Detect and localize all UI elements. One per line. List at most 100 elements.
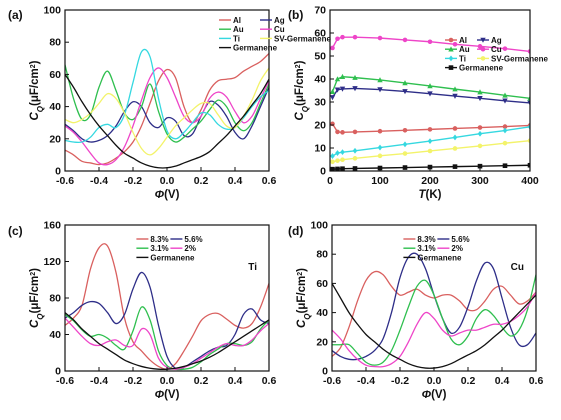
x-tick-label: 0 <box>327 175 333 187</box>
y-tick-label: 60 <box>314 28 326 40</box>
x-tick-label: -0.6 <box>56 175 74 187</box>
data-point <box>427 83 433 89</box>
legend-label: 2% <box>184 244 196 253</box>
x-tick-label: -0.2 <box>124 175 142 187</box>
data-point <box>330 45 335 51</box>
legend-item: Ti <box>445 54 466 63</box>
data-point <box>402 141 408 148</box>
y-tick-label: 40 <box>49 329 61 341</box>
x-tick-label: 0.2 <box>461 375 476 387</box>
legend-item: 8.3% <box>136 235 169 244</box>
data-point <box>402 89 408 95</box>
data-point <box>377 35 383 41</box>
panel-letter: (b) <box>288 8 303 22</box>
data-point <box>352 129 358 135</box>
data-point <box>352 166 358 171</box>
x-tick-label: -0.2 <box>391 375 409 387</box>
legend-label: 3.1% <box>150 244 168 253</box>
series-8-3- <box>332 270 536 357</box>
data-point <box>340 34 345 40</box>
legend-label: Germanene <box>233 44 278 53</box>
chart-panel-d: -0.6 -0.4 -0.2 0.0 0.2 0.4 0.6 0 20 40 60 80 100 Φ(V)… <box>288 220 543 402</box>
legend-label: Au <box>233 25 244 34</box>
data-point <box>477 89 483 95</box>
legend-item: 5.6% <box>170 235 203 244</box>
data-point <box>477 125 483 130</box>
series-line <box>332 274 536 366</box>
legend-item: Germanene <box>403 253 462 262</box>
data-point <box>335 36 340 42</box>
data-point <box>452 134 458 141</box>
legend-item: Au <box>219 25 244 34</box>
y-tick-label: 40 <box>49 101 61 113</box>
series-al <box>65 52 269 166</box>
legend-item: 2% <box>170 244 196 253</box>
data-point <box>402 127 408 133</box>
series-line <box>332 252 536 361</box>
data-point <box>402 151 408 156</box>
y-tick-label: 60 <box>49 69 61 81</box>
y-tick-label: 30 <box>314 97 326 109</box>
data-point <box>427 127 433 132</box>
data-point <box>527 162 530 168</box>
series-3-1- <box>65 306 269 371</box>
x-tick-label: 200 <box>421 175 439 187</box>
data-point <box>352 156 358 161</box>
series-line <box>65 67 269 156</box>
series-germanene <box>65 74 269 169</box>
legend-label: 8.3% <box>150 235 168 244</box>
data-point <box>477 143 483 149</box>
legend-item: Germanene <box>219 44 278 53</box>
legend-item: Ag <box>260 16 285 25</box>
data-point <box>330 159 335 165</box>
y-tick-label: 0 <box>322 366 328 378</box>
data-point <box>452 164 458 169</box>
legend-label: 3.1% <box>417 244 435 253</box>
legend-marker <box>448 55 454 62</box>
x-tick-label: 0.0 <box>160 375 175 387</box>
legend-marker <box>448 65 454 70</box>
data-point <box>340 157 345 163</box>
legend-item: 5.6% <box>437 235 470 244</box>
series-ag <box>65 87 269 143</box>
data-point <box>502 127 508 134</box>
legend-label: Ti <box>459 54 466 63</box>
data-point <box>427 138 433 144</box>
series-germanene <box>65 312 269 370</box>
data-point <box>477 44 483 49</box>
x-tick-label: 0.6 <box>529 375 544 387</box>
data-point <box>477 96 483 102</box>
data-point <box>334 87 341 93</box>
x-axis-label: Φ(V) <box>422 389 447 401</box>
series-line <box>65 67 269 166</box>
panel-letter: (d) <box>288 224 303 238</box>
data-point <box>377 77 383 83</box>
y-tick-label: 80 <box>49 37 61 49</box>
data-point <box>477 163 483 169</box>
data-point <box>377 128 383 134</box>
y-axis-label: CQ(μF/cm2) <box>296 268 312 328</box>
data-point <box>334 76 341 82</box>
series-cu <box>65 67 269 166</box>
data-point <box>427 39 433 45</box>
y-tick-label: 0 <box>55 166 61 178</box>
legend-label: Al <box>233 16 241 25</box>
legend: 8.3% 5.6% 3.1% 2%Germanene <box>403 235 470 262</box>
metal-tag: Ti <box>248 262 257 273</box>
data-point <box>452 126 458 131</box>
x-tick-label: -0.4 <box>357 375 375 387</box>
legend-item: 2% <box>437 244 463 253</box>
legend-label: Cu <box>274 25 285 34</box>
legend-item: Ti <box>219 34 240 43</box>
series-line <box>65 48 269 144</box>
data-point <box>352 147 358 154</box>
data-point <box>377 153 383 159</box>
legend-item: SV-Germanene <box>260 34 331 43</box>
series-germanene <box>330 162 530 171</box>
data-point <box>452 41 458 47</box>
y-tick-label: 10 <box>314 143 326 155</box>
data-point <box>352 34 358 40</box>
legend-item: Germanene <box>445 64 504 73</box>
data-point <box>502 140 508 146</box>
y-tick-label: 40 <box>316 307 328 319</box>
